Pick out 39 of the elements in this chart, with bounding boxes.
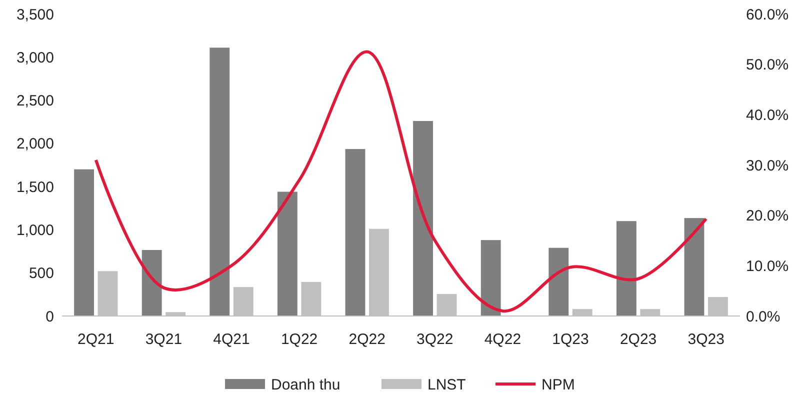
y2-tick-label: 60.0% xyxy=(746,6,789,24)
x-tick-label: 3Q23 xyxy=(688,331,724,348)
y-tick-label: 3,000 xyxy=(16,49,54,66)
x-tick-label: 2Q22 xyxy=(348,331,386,348)
bar xyxy=(684,218,704,316)
line-series xyxy=(94,50,708,312)
x-tick-label: 1Q23 xyxy=(552,331,589,348)
bar xyxy=(210,48,230,316)
bar xyxy=(548,248,569,316)
y-tick-label: 2,000 xyxy=(16,136,54,153)
bar xyxy=(277,192,298,316)
bar xyxy=(413,120,433,316)
y2-tick-label: 30.0% xyxy=(746,157,789,174)
x-tick-label: 2Q21 xyxy=(78,331,114,348)
y-tick-label: 0 xyxy=(46,308,54,326)
legend-label: NPM xyxy=(542,376,575,394)
y-tick-label: 3,500 xyxy=(16,6,54,24)
y2-tick-label: 0.0% xyxy=(746,308,780,326)
x-tick-label: 2Q23 xyxy=(620,331,657,348)
legend-label: LNST xyxy=(428,376,466,394)
bar xyxy=(616,221,636,316)
x-tick-label: 1Q22 xyxy=(280,331,318,348)
bar xyxy=(480,240,501,316)
x-tick-label: 3Q22 xyxy=(416,331,454,348)
y-tick-label: 1,000 xyxy=(16,222,54,239)
bar xyxy=(345,149,366,316)
y2-tick-label: 50.0% xyxy=(746,56,789,74)
y-tick-label: 2,500 xyxy=(16,92,54,110)
y-tick-label: 1,500 xyxy=(16,178,54,196)
bar xyxy=(142,250,162,316)
y-tick-label: 500 xyxy=(28,265,54,282)
y2-tick-label: 20.0% xyxy=(746,208,789,225)
y2-tick-label: 40.0% xyxy=(746,106,789,124)
x-tick-label: 4Q22 xyxy=(484,331,522,348)
x-tick-label: 4Q21 xyxy=(213,331,250,348)
x-tick-label: 3Q21 xyxy=(145,331,182,348)
bar xyxy=(74,169,94,316)
legend-label: Doanh thu xyxy=(271,376,340,394)
y2-tick-label: 10.0% xyxy=(746,258,789,275)
